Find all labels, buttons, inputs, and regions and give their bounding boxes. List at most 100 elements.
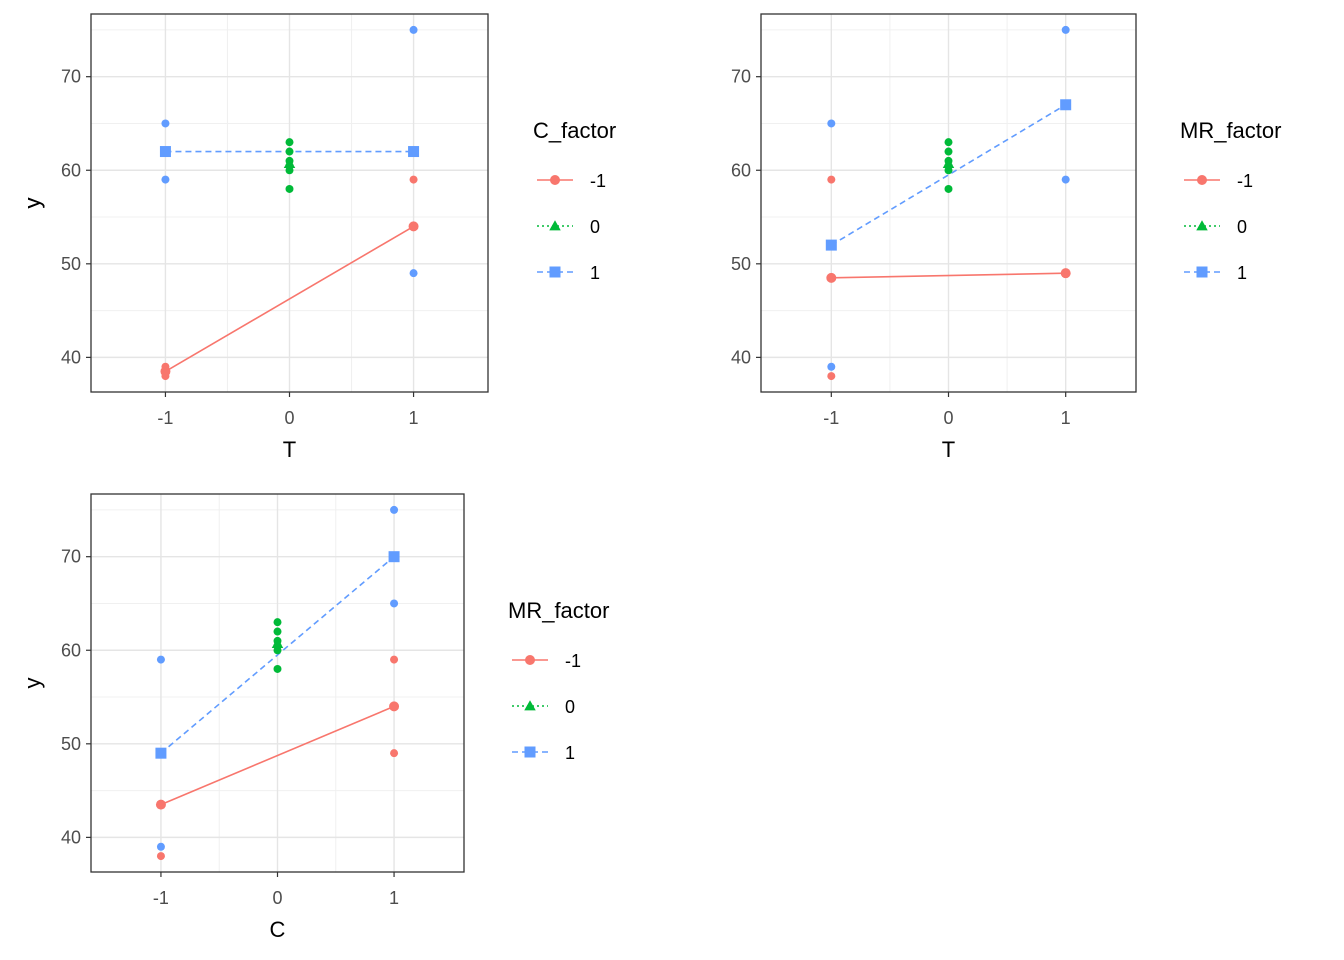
x-tick-label: -1	[153, 888, 169, 908]
legend: MR_factor -1 0 1	[1180, 118, 1281, 283]
data-point	[944, 184, 953, 193]
x-tick-label: 0	[272, 888, 282, 908]
y-tick-label: 50	[61, 254, 81, 274]
y-axis-title: y	[20, 198, 45, 209]
legend: MR_factor -1 0 1	[508, 598, 609, 763]
mean-marker	[826, 272, 837, 283]
panel-2: 40 50 60 70 -1 0 1 Ty MR_factor -1 0 1	[20, 13, 1281, 462]
legend-key-marker	[549, 220, 561, 231]
mean-marker	[408, 221, 419, 232]
data-point	[273, 627, 282, 636]
legend-key-marker	[550, 175, 560, 185]
data-point	[285, 184, 294, 193]
y-tick-label: 50	[731, 254, 751, 274]
data-point	[827, 119, 836, 128]
data-point	[156, 852, 165, 861]
series-line-0	[160, 705, 395, 806]
data-point	[273, 664, 282, 673]
y-tick-label: 40	[61, 347, 81, 367]
legend-title: C_factor	[533, 118, 616, 143]
legend-label: 1	[1237, 263, 1247, 283]
mean-marker	[388, 551, 400, 563]
x-tick-label: -1	[823, 408, 839, 428]
legend-label: -1	[590, 171, 606, 191]
data-point	[409, 25, 418, 34]
mean-marker	[283, 157, 296, 169]
data-point	[827, 372, 836, 381]
legend-key-marker	[1197, 175, 1207, 185]
data-point	[944, 147, 953, 156]
mean-marker	[942, 157, 955, 169]
series-line-0	[165, 225, 414, 373]
x-axis-title: T	[942, 437, 955, 462]
series-line-2	[160, 556, 395, 754]
legend-key-marker	[1196, 220, 1208, 231]
x-tick-label: 1	[409, 408, 419, 428]
x-axis-title: T	[283, 437, 296, 462]
data-point	[156, 655, 165, 664]
mean-marker	[1060, 268, 1071, 279]
y-tick-label: 60	[61, 160, 81, 180]
y-tick-label: 70	[731, 67, 751, 87]
mean-marker	[160, 366, 171, 377]
legend-key-marker	[525, 655, 535, 665]
panel-1: 40 50 60 70 -1 0 1 Ty C_factor -1 0 1	[20, 13, 616, 462]
legend-label: 0	[1237, 217, 1247, 237]
data-point	[1061, 25, 1070, 34]
data-point	[161, 175, 170, 184]
x-tick-label: 1	[389, 888, 399, 908]
legend-label: 1	[590, 263, 600, 283]
legend-key-marker	[1196, 266, 1208, 278]
legend-label: 0	[590, 217, 600, 237]
x-tick-label: 0	[284, 408, 294, 428]
x-axis-title: C	[270, 917, 286, 942]
mean-marker	[1060, 99, 1072, 111]
data-point	[390, 655, 399, 664]
mean-marker	[389, 701, 400, 712]
data-point	[1061, 175, 1070, 184]
y-tick-label: 60	[61, 640, 81, 660]
legend-key-marker	[524, 746, 536, 758]
data-point	[390, 749, 399, 758]
series-line-2	[830, 104, 1067, 246]
data-point	[285, 147, 294, 156]
data-point	[409, 175, 418, 184]
y-tick-label: 40	[731, 347, 751, 367]
legend-key-marker	[524, 700, 536, 711]
legend: C_factor -1 0 1	[533, 118, 616, 283]
y-tick-label: 70	[61, 67, 81, 87]
data-point	[273, 618, 282, 627]
legend-label: -1	[565, 651, 581, 671]
y-axis-title: y	[20, 198, 45, 209]
legend-key-marker	[549, 266, 561, 278]
mean-marker	[825, 239, 837, 251]
x-tick-label: 1	[1061, 408, 1071, 428]
y-tick-label: 50	[61, 734, 81, 754]
legend-title: MR_factor	[508, 598, 609, 623]
y-tick-label: 60	[731, 160, 751, 180]
legend-title: MR_factor	[1180, 118, 1281, 143]
data-point	[827, 175, 836, 184]
mean-marker	[408, 146, 420, 158]
legend-label: 1	[565, 743, 575, 763]
data-point	[944, 138, 953, 147]
series-line-0	[831, 272, 1066, 279]
data-point	[409, 269, 418, 278]
mean-marker	[159, 146, 171, 158]
legend-label: 0	[565, 697, 575, 717]
mean-marker	[155, 747, 167, 759]
x-tick-label: 0	[943, 408, 953, 428]
data-point	[390, 599, 399, 608]
y-tick-label: 40	[61, 827, 81, 847]
x-tick-label: -1	[157, 408, 173, 428]
data-point	[390, 505, 399, 514]
data-point	[156, 842, 165, 851]
data-point	[285, 138, 294, 147]
data-point	[827, 362, 836, 371]
y-axis-title: y	[20, 678, 45, 689]
data-point	[161, 119, 170, 128]
mean-marker	[155, 799, 166, 810]
legend-label: -1	[1237, 171, 1253, 191]
y-tick-label: 70	[61, 547, 81, 567]
